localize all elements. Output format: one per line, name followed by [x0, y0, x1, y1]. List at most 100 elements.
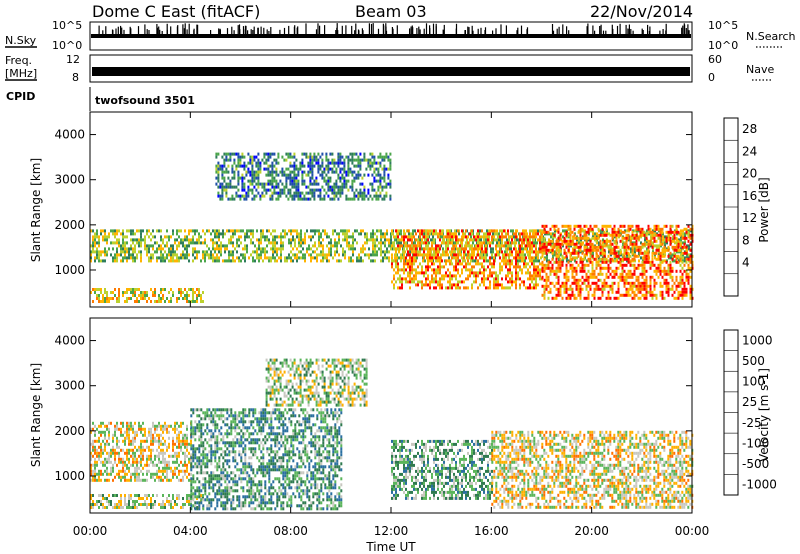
colorbar-tick-label: 500 — [742, 354, 765, 368]
nsky-spike — [270, 27, 272, 34]
nsky-spike — [648, 31, 650, 34]
nsky-spike — [628, 29, 630, 34]
power-heatmap — [90, 152, 694, 303]
nsky-spike — [455, 28, 457, 34]
nsky-spike — [464, 30, 466, 34]
velocity-heatmap — [90, 358, 694, 511]
nsky-spike — [425, 23, 428, 34]
nsky-spike — [505, 25, 507, 34]
nsky-spike — [556, 28, 558, 34]
nsky-spike — [372, 23, 374, 34]
nsky-spike — [158, 26, 160, 34]
x-tick-label: 16:00 — [474, 524, 509, 538]
nsky-spike — [526, 29, 528, 34]
nsky-spike — [586, 26, 588, 34]
colorbar-tick-label: 16 — [742, 189, 757, 203]
nsky-spike — [682, 25, 684, 34]
x-tick-label: 12:00 — [374, 524, 409, 538]
y-tick-label: 4000 — [54, 334, 85, 348]
nave-tick-bottom: 0 — [708, 71, 715, 84]
nsky-spike — [396, 25, 398, 34]
nsky-spike — [183, 28, 185, 34]
nsky-spike — [681, 27, 683, 34]
nsky-spike — [148, 30, 150, 34]
colorbar-tick-label: -25 — [742, 416, 762, 430]
echo-band — [491, 430, 694, 509]
nsky-spike — [355, 23, 357, 34]
y-tick-label: 1000 — [54, 263, 85, 277]
power-panel-frame — [89, 111, 693, 308]
nsky-spike — [683, 23, 685, 34]
nsky-spike — [112, 30, 114, 34]
colorbar-tick-label: -100 — [742, 436, 769, 450]
nsky-spike — [166, 29, 168, 34]
nsky-spike — [184, 23, 186, 34]
nsky-spike — [238, 24, 241, 34]
nsky-spike — [253, 26, 255, 34]
nsky-spike — [377, 28, 380, 34]
nsky-spike — [247, 30, 249, 34]
nsky-spike — [260, 26, 262, 34]
nsky-spike — [625, 24, 627, 34]
nsky-spike — [120, 25, 122, 34]
colorbar-tick-label: 4 — [742, 256, 750, 270]
echo-band — [215, 152, 392, 201]
velocity-colorbar-label: Velocity [m s-1] — [757, 368, 771, 462]
nsky-spike — [345, 25, 347, 34]
nsky-spike — [467, 26, 469, 34]
colorbar-tick-label: 20 — [742, 167, 757, 181]
nsky-spike — [492, 30, 494, 34]
nsearch-tick-bottom: 10^0 — [708, 39, 738, 52]
nsky-spike — [520, 25, 523, 34]
nsky-spike — [568, 30, 570, 34]
nsky-spike — [392, 28, 394, 34]
nsky-label: N.Sky — [5, 34, 37, 47]
y-tick-label: 1000 — [54, 469, 85, 483]
nsky-spike — [484, 30, 486, 34]
y-tick-label: 2000 — [54, 218, 85, 232]
nsky-spike — [619, 23, 621, 34]
beam-label: Beam 03 — [355, 2, 427, 21]
nsky-spike — [156, 24, 158, 34]
nsky-spike — [176, 26, 178, 34]
x-tick-label: 08:00 — [273, 524, 308, 538]
power-y-axis: 1000 2000 3000 4000 — [54, 128, 692, 277]
nsky-spike — [279, 29, 281, 34]
nsky-spike — [231, 26, 233, 34]
nsky-spike — [665, 23, 667, 34]
nsky-spike — [477, 28, 479, 34]
nsky-spike — [226, 28, 229, 34]
echo-band — [90, 288, 204, 303]
nsky-spike — [468, 27, 470, 34]
freq-label-1: Freq. — [5, 54, 32, 67]
echo-band — [541, 224, 694, 300]
echo-band — [391, 439, 493, 500]
nsky-baseline — [91, 34, 691, 38]
freq-tick-bottom: 8 — [72, 71, 79, 84]
nsky-spike — [121, 27, 123, 34]
nsky-spike — [170, 26, 172, 34]
nsky-spike — [319, 25, 321, 34]
x-tick-label: 00:00 — [675, 524, 710, 538]
echo-band — [190, 408, 343, 511]
nsky-spike — [266, 29, 268, 34]
nsky-spike — [419, 29, 421, 34]
nsky-tick-top: 10^5 — [52, 19, 82, 32]
x-tick-label: 20:00 — [574, 524, 609, 538]
nsky-spike — [687, 24, 689, 34]
nsky-spike — [562, 24, 564, 34]
nsky-spike — [662, 29, 664, 34]
nsky-spike — [159, 29, 161, 34]
nsky-spike — [443, 24, 445, 34]
nsky-spike — [161, 31, 163, 34]
nsky-spike — [317, 23, 319, 34]
nsearch-label: N.Search — [746, 30, 796, 43]
nsky-spike — [411, 25, 413, 34]
nsky-spike — [193, 30, 195, 34]
nsky-spike — [341, 25, 343, 34]
nsky-spike — [361, 28, 363, 34]
nsky-spike — [418, 26, 420, 34]
power-colorbar-label: Power [dB] — [757, 177, 771, 242]
colorbar-tick-label: 12 — [742, 211, 757, 225]
